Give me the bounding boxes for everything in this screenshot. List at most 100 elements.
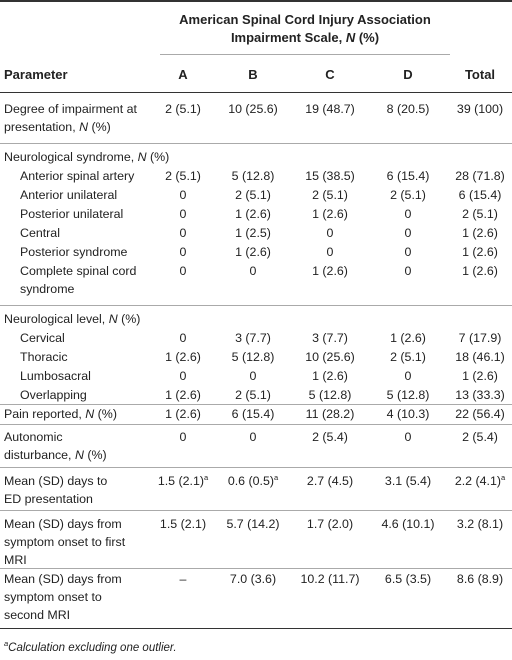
cell-c: 5 (12.8)	[308, 388, 352, 402]
cell-d: 0	[404, 430, 412, 444]
cell-d: 2 (5.1)	[390, 188, 426, 202]
cell-b: 7.0 (3.6)	[229, 572, 277, 586]
row-label: Complete spinal cord syndrome	[20, 264, 137, 296]
cell-b: 0.6 (0.5)a	[227, 473, 279, 488]
cell-c: 10 (25.6)	[305, 350, 355, 364]
row-label: Thoracic	[20, 350, 68, 364]
cell-b: 0	[249, 430, 257, 444]
row-divider	[0, 568, 512, 569]
cell-total: 7 (17.9)	[458, 331, 502, 345]
cell-b: 10 (25.6)	[228, 102, 278, 116]
cell-d: 0	[404, 264, 412, 278]
cell-c: 2.7 (4.5)	[306, 474, 354, 488]
row-label: Posterior syndrome	[20, 245, 128, 259]
cell-a: 1 (2.6)	[165, 407, 201, 421]
row-label: Overlapping	[20, 388, 87, 402]
cell-total: 18 (46.1)	[455, 350, 505, 364]
cell-a: 0	[179, 331, 187, 345]
footnote-text: Calculation excluding one outlier.	[8, 642, 177, 654]
cell-a: 0	[179, 430, 187, 444]
cell-b: 5 (12.8)	[231, 169, 275, 183]
cell-c: 19 (48.7)	[305, 102, 355, 116]
header-parameter: Parameter	[4, 67, 68, 82]
cell-d: 1 (2.6)	[390, 331, 426, 345]
cell-b: 1 (2.6)	[235, 245, 271, 259]
cell-d: 2 (5.1)	[390, 350, 426, 364]
cell-total: 39 (100)	[456, 102, 504, 116]
cell-total: 1 (2.6)	[462, 245, 498, 259]
cell-c: 0	[326, 226, 334, 240]
cell-c: 0	[326, 245, 334, 259]
row-label: Posterior unilateral	[20, 207, 124, 221]
row-divider	[0, 424, 512, 425]
footnote-marker: a	[273, 473, 279, 482]
cell-total: 8.6 (8.9)	[456, 572, 504, 586]
row-label: Cervical	[20, 331, 65, 345]
cell-b: 5 (12.8)	[231, 350, 275, 364]
cell-c: 1 (2.6)	[312, 264, 348, 278]
footnote-marker: a	[203, 473, 209, 482]
cell-b: 1 (2.6)	[235, 207, 271, 221]
cell-c: 1 (2.6)	[312, 207, 348, 221]
cell-b: 3 (7.7)	[235, 331, 271, 345]
row-label: Mean (SD) days from symptom onset to fir…	[4, 517, 126, 567]
cell-a: 2 (5.1)	[165, 169, 201, 183]
cell-c: 11 (28.2)	[305, 407, 355, 421]
row-divider	[0, 467, 512, 468]
cell-a: 1 (2.6)	[165, 388, 201, 402]
row-label: Mean (SD) days from symptom onset to sec…	[4, 572, 122, 622]
cell-d: 0	[404, 245, 412, 259]
column-group-header: American Spinal Cord Injury Association …	[179, 12, 431, 45]
section-heading: Neurological level, N (%)	[4, 312, 141, 326]
header-b: B	[248, 67, 258, 82]
footnote-marker: a	[4, 639, 9, 648]
cell-b: 2 (5.1)	[235, 188, 271, 202]
cell-d: 0	[404, 207, 412, 221]
cell-total: 1 (2.6)	[462, 264, 498, 278]
cell-c: 1.7 (2.0)	[306, 517, 354, 531]
cell-total: 22 (56.4)	[455, 407, 505, 421]
cell-a: 1.5 (2.1)a	[157, 473, 209, 488]
cell-total: 3.2 (8.1)	[456, 517, 504, 531]
cell-c: 3 (7.7)	[312, 331, 348, 345]
cell-a: 1.5 (2.1)	[159, 517, 207, 531]
top-rule	[0, 0, 512, 2]
group-header-underline	[160, 54, 450, 55]
cell-total: 28 (71.8)	[455, 169, 505, 183]
cell-d: 0	[404, 226, 412, 240]
cell-d: 0	[404, 369, 412, 383]
cell-total: 2 (5.4)	[462, 430, 498, 444]
header-rule	[0, 92, 512, 93]
header-d: D	[403, 67, 413, 82]
cell-c: 2 (5.1)	[312, 188, 348, 202]
cell-d: 4.6 (10.1)	[381, 517, 435, 531]
section-divider	[0, 143, 512, 144]
cell-a: 0	[179, 188, 187, 202]
cell-a: 0	[179, 207, 187, 221]
cell-d: 4 (10.3)	[386, 407, 430, 421]
cell-c: 15 (38.5)	[305, 169, 355, 183]
cell-c: 10.2 (11.7)	[300, 572, 360, 586]
cell-total: 2.2 (4.1)a	[454, 473, 506, 488]
cell-d: 6.5 (3.5)	[384, 572, 432, 586]
row-divider	[0, 510, 512, 511]
header-total: Total	[464, 67, 496, 82]
cell-a: 0	[179, 226, 187, 240]
cell-total: 13 (33.3)	[455, 388, 505, 402]
row-label: Mean (SD) days to ED presentation	[4, 474, 108, 506]
section-divider	[0, 305, 512, 306]
cell-d: 8 (20.5)	[386, 102, 430, 116]
row-label: Anterior spinal artery	[20, 169, 135, 183]
cell-b: 1 (2.5)	[235, 226, 271, 240]
cell-a: 1 (2.6)	[165, 350, 201, 364]
bottom-rule	[0, 628, 512, 629]
cell-total: 6 (15.4)	[458, 188, 502, 202]
cell-a: –	[179, 572, 187, 586]
row-label: Autonomic disturbance, N (%)	[4, 430, 107, 462]
cell-a: 2 (5.1)	[165, 102, 201, 116]
cell-a: 0	[179, 264, 187, 278]
row-label: Central	[20, 226, 60, 240]
footnote-marker: a	[500, 473, 506, 482]
cell-total: 1 (2.6)	[462, 226, 498, 240]
